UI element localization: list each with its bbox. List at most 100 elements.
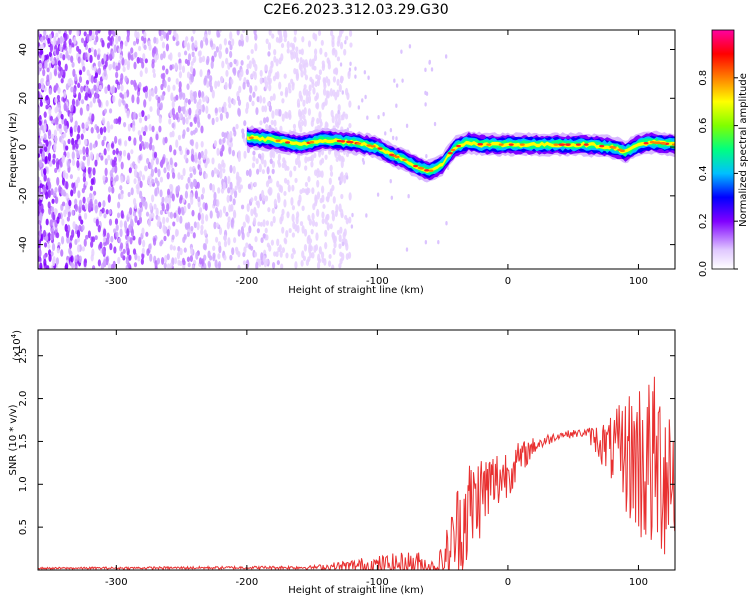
spectrogram-noise-speck [177, 207, 182, 215]
spectrogram-noise-speck [174, 228, 179, 238]
spectrogram-noise-speck [285, 111, 289, 120]
spectrogram-noise-speck [77, 82, 81, 89]
spectrogram-noise-speck [102, 200, 106, 208]
spectrogram-noise-speck [138, 112, 142, 118]
spectrogram-noise-speck [233, 237, 237, 244]
spectrogram-noise-speck [159, 176, 164, 183]
spectrogram-noise-speck [229, 50, 233, 58]
spectrogram-noise-speck [38, 127, 41, 136]
spectrogram-noise-speck [123, 220, 128, 229]
spectrogram-noise-speck [169, 244, 173, 251]
spectrogram-noise-speck [229, 254, 233, 261]
spectrogram-noise-speck [209, 210, 213, 219]
spectrogram-noise-speck [425, 153, 428, 159]
spectrogram-noise-speck [193, 221, 197, 229]
spectrogram-noise-speck [115, 79, 119, 85]
spectrogram-noise-speck [220, 75, 224, 84]
spectrogram-noise-speck [329, 170, 334, 177]
spectrogram-noise-speck [89, 142, 93, 151]
spectrogram-noise-speck [219, 170, 223, 179]
spectrogram-track-peak [366, 144, 372, 147]
spectrogram-noise-speck [51, 198, 55, 204]
spectrogram-noise-speck [76, 229, 81, 239]
spectrogram-track-peak [617, 148, 623, 152]
spectrogram-noise-speck [189, 89, 193, 98]
spectrogram-noise-speck [161, 65, 166, 71]
spectrogram-noise-speck [213, 191, 217, 201]
spectrogram-noise-speck [113, 44, 117, 53]
spectrogram-noise-speck [168, 196, 172, 204]
spectrogram-noise-speck [149, 136, 153, 145]
spectrogram-noise-speck [331, 115, 335, 124]
spectrogram-noise-speck [166, 171, 170, 180]
spectrogram-noise-speck [219, 112, 223, 121]
spectrogram-noise-speck [70, 255, 74, 263]
spectrogram-noise-speck [94, 77, 98, 84]
spectrogram-noise-speck [124, 75, 128, 83]
spectrogram-noise-speck [121, 57, 125, 66]
spectrogram-noise-speck [230, 78, 234, 85]
spectrogram-noise-speck [174, 162, 178, 168]
spectrogram-noise-speck [246, 203, 250, 213]
spectrogram-noise-speck [58, 123, 62, 129]
spectrogram-noise-speck [321, 102, 325, 111]
spectrogram-noise-speck [108, 209, 112, 215]
spectrogram-noise-speck [75, 99, 79, 107]
spectrogram-noise-speck [66, 216, 70, 222]
spectrogram-noise-speck [82, 146, 86, 155]
spectrogram-noise-speck [192, 232, 196, 239]
spectrogram-noise-speck [111, 159, 115, 168]
spectrogram-noise-speck [197, 151, 202, 161]
spectrogram-x-ticks: -300 -200 -100 0 100 [105, 30, 648, 287]
spectrogram-noise-speck [133, 168, 138, 178]
spectrogram-track-peak [583, 143, 589, 146]
spectrogram-noise-speck [143, 36, 147, 44]
spectrogram-noise-speck [177, 105, 182, 114]
spectrogram-x-axis-label: Height of straight line (km) [288, 285, 424, 296]
snr-x-axis-label: Height of straight line (km) [288, 585, 424, 596]
spectrogram-noise-speck [252, 91, 256, 98]
spectrogram-noise-speck [64, 223, 68, 232]
spectrogram-noise-speck [218, 138, 222, 145]
spectrogram-noise-speck [69, 235, 73, 241]
spectrogram-noise-speck [265, 116, 269, 123]
spectrogram-noise-speck [172, 84, 176, 91]
spectrogram-noise-speck [241, 128, 245, 134]
spectrogram-noise-speck [147, 218, 152, 227]
spectrogram-noise-speck [77, 125, 81, 134]
spectrogram-noise-speck [206, 80, 210, 88]
spectrogram-noise-speck [236, 95, 241, 102]
spectrogram-noise-speck [424, 67, 427, 73]
spectrogram-noise-speck [161, 256, 165, 265]
spectrogram-noise-speck [253, 217, 257, 225]
spectrogram-noise-speck [161, 93, 165, 101]
spectrogram-noise-speck [188, 107, 192, 116]
spectrogram-noise-speck [217, 187, 221, 194]
spectrogram-noise-speck [232, 209, 237, 218]
spectrogram-y-axis-label: Frequency (Hz) [8, 112, 19, 188]
spectrogram-noise-speck [318, 118, 323, 124]
spectrogram-noise-speck [113, 118, 117, 124]
spectrogram-noise-speck [80, 85, 84, 93]
spectrogram-y-tick-label: 40 [18, 43, 29, 56]
spectrogram-noise-speck [221, 131, 225, 138]
spectrogram-noise-speck [83, 259, 87, 268]
spectrogram-noise-speck [39, 148, 43, 154]
spectrogram-noise-speck [41, 53, 45, 62]
spectrogram-noise-speck [194, 190, 198, 200]
spectrogram-noise-speck [316, 191, 321, 200]
spectrogram-noise-speck [304, 181, 309, 188]
spectrogram-noise-speck [64, 262, 69, 269]
spectrogram-noise-speck [84, 180, 88, 186]
spectrogram-noise-speck [43, 54, 47, 62]
spectrogram-noise-speck [320, 39, 324, 46]
spectrogram-noise-speck [66, 229, 70, 239]
spectrogram-noise-speck [190, 75, 194, 83]
spectrogram-noise-speck [72, 221, 76, 230]
spectrogram-noise-speck [205, 105, 209, 114]
spectrogram-noise-speck [95, 35, 99, 43]
spectrogram-noise-speck [283, 237, 287, 244]
spectrogram-noise-speck [424, 240, 428, 245]
spectrogram-noise-speck [41, 150, 46, 160]
spectrogram-noise-speck [351, 212, 354, 218]
